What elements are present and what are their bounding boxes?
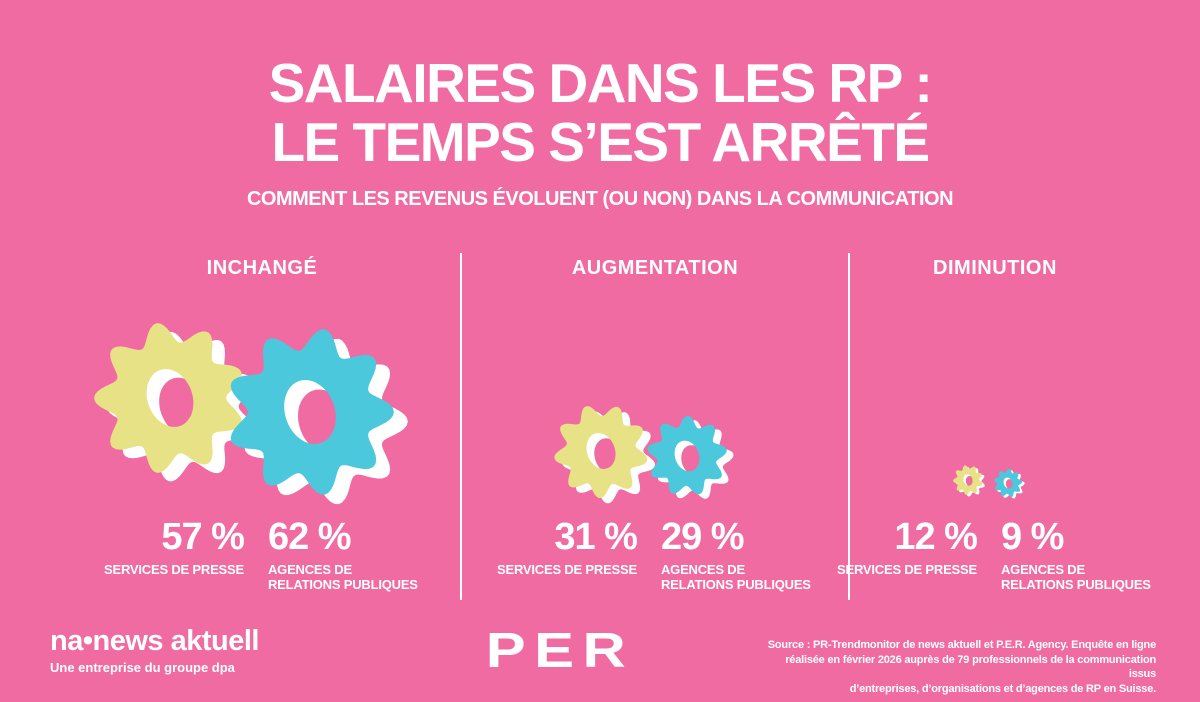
source-line: d’entreprises, d’organisations et d’agen…	[849, 682, 1156, 695]
page-title-line2: LE TEMPS S’EST ARRÊTÉ	[271, 111, 930, 173]
stats-diminution: 12 % SERVICES DE PRESSE 9 % AGENCES DE R…	[835, 516, 1155, 592]
stat-value: 29 %	[660, 516, 745, 558]
stat-label: SERVICES DE PRESSE	[104, 562, 244, 577]
stat-label: AGENCES DE RELATIONS PUBLIQUES	[267, 562, 418, 592]
stat-services-de-presse: 31 % SERVICES DE PRESSE	[497, 516, 638, 577]
stat-agences-rp: 62 % AGENCES DE RELATIONS PUBLIQUES	[268, 516, 420, 592]
stat-label: SERVICES DE PRESSE	[837, 562, 977, 577]
per-agency-logo: PER	[485, 624, 635, 678]
column-divider	[460, 253, 462, 600]
column-header-inchange: INCHANGÉ	[206, 257, 318, 279]
column-header-augmentation: AUGMENTATION	[571, 257, 739, 279]
stat-services-de-presse: 12 % SERVICES DE PRESSE	[837, 516, 978, 577]
stat-value: 62 %	[267, 516, 352, 558]
page-subtitle: COMMENT LES REVENUS ÉVOLUENT (OU NON) DA…	[246, 188, 954, 210]
stat-value: 9 %	[1000, 516, 1064, 558]
stat-label: SERVICES DE PRESSE	[497, 562, 637, 577]
page-title-line1: SALAIRES DANS LES RP :	[268, 52, 933, 114]
stat-agences-rp: 29 % AGENCES DE RELATIONS PUBLIQUES	[661, 516, 813, 592]
stat-agences-rp: 9 % AGENCES DE RELATIONS PUBLIQUES	[1001, 516, 1153, 592]
stats-inchange: 57 % SERVICES DE PRESSE 62 % AGENCES DE …	[102, 516, 422, 592]
source-line: Source : PR-Trendmonitor de news aktuell…	[767, 639, 1156, 651]
stat-value: 57 %	[161, 516, 245, 558]
stat-services-de-presse: 57 % SERVICES DE PRESSE	[104, 516, 245, 577]
news-aktuell-tagline: Une entreprise du groupe dpa	[50, 660, 235, 675]
stat-value: 31 %	[554, 516, 638, 558]
gear-icon-large-cyan	[230, 329, 408, 505]
stat-value: 12 %	[894, 516, 978, 558]
gear-icon-large-yellow	[94, 323, 255, 482]
news-aktuell-logo-text: na•news aktuell	[50, 625, 259, 657]
page-title: SALAIRES DANS LES RP : LE TEMPS S’EST AR…	[0, 54, 1200, 172]
column-divider	[848, 253, 850, 600]
stat-label: AGENCES DE RELATIONS PUBLIQUES	[1000, 562, 1151, 592]
gear-icon-medium-yellow	[554, 406, 656, 504]
source-note: Source : PR-Trendmonitor de news aktuell…	[756, 638, 1156, 696]
stat-label: AGENCES DE RELATIONS PUBLIQUES	[660, 562, 811, 592]
source-line: réalisée en février 2026 auprès de 79 pr…	[785, 653, 1156, 681]
news-aktuell-logo: na•news aktuell Une entreprise du groupe…	[50, 625, 259, 675]
column-header-diminution: DIMINUTION	[933, 257, 1057, 279]
gear-icon-small-yellow	[953, 465, 985, 497]
stats-augmentation: 31 % SERVICES DE PRESSE 29 % AGENCES DE …	[495, 516, 815, 592]
gear-icon-small-cyan	[994, 468, 1025, 499]
gear-icon-medium-cyan	[647, 415, 734, 499]
